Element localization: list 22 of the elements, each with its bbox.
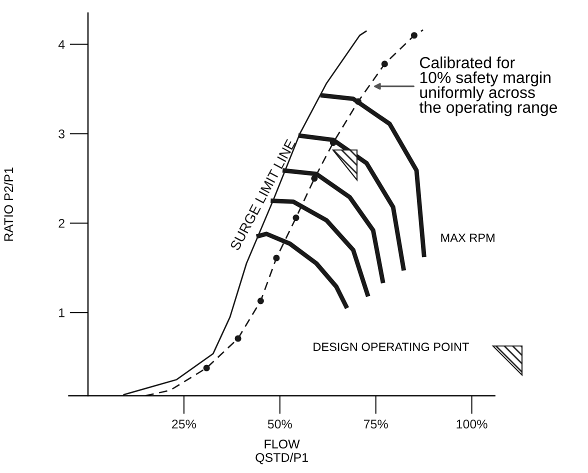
point [410,32,418,39]
y-axis-title: RATIO P2/P1 [4,168,14,241]
point [234,335,242,342]
point [311,175,318,182]
point [354,98,362,105]
point [203,364,210,372]
point [292,214,300,222]
y-tick-label: 3 [58,130,65,138]
y-tick-label: 1 [59,308,64,318]
x-axis-title: FLOW QSTD/P1 [256,440,308,464]
point [257,298,264,304]
x-tick-label: 25% [172,420,196,429]
annotation: Calibrated for 10% safety margin uniformly across the operating range [419,56,558,116]
y-tick-label: 2 [58,218,64,228]
annotation: DESIGN OPERATING POINT [314,342,469,352]
x-tick-label: 75% [364,420,388,429]
y-tick-label: 4 [58,40,65,49]
x-tick-label: 100% [456,420,488,429]
point [381,60,388,68]
point [273,254,280,262]
x-tick-label: 50% [268,420,292,429]
annotation: MAX RPM [441,234,494,242]
